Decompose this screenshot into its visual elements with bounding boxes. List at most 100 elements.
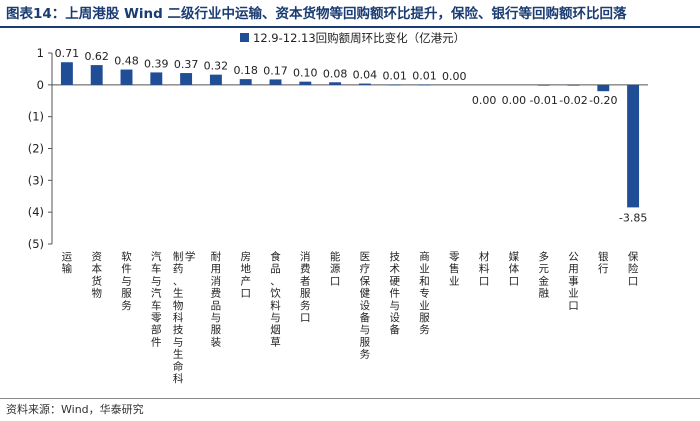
category-label-char: 术 <box>389 263 400 275</box>
category-label-char: 银 <box>598 250 609 263</box>
data-label: 0.39 <box>144 57 169 70</box>
category-label-char: 口 <box>330 275 341 287</box>
category-label: 资本货物 <box>91 251 102 300</box>
y-tick-label: (3) <box>28 173 44 187</box>
bar <box>60 62 73 85</box>
data-label: 0.08 <box>323 67 348 80</box>
category-label-char: 汽 <box>151 250 162 263</box>
category-label-char: 元 <box>538 263 549 275</box>
bar <box>537 84 550 86</box>
category-label-char: 口 <box>509 275 520 287</box>
category-label-char: 服 <box>300 288 311 300</box>
category-label-char: 命 <box>173 360 184 373</box>
category-label-char: 用 <box>568 263 579 275</box>
category-label-char: 体 <box>509 263 520 275</box>
data-label: -3.85 <box>619 211 647 224</box>
category-label-char: 材 <box>479 250 490 263</box>
data-labels: 0.71 0.62 0.48 0.39 0.37 0.32 0.18 0.17 0.10 0.08… <box>55 47 648 224</box>
bar <box>358 83 371 85</box>
category-label-char: 消 <box>300 250 311 263</box>
category-label-char: 保 <box>628 250 639 263</box>
bar-chart: 12.9-12.13回购额周环比变化（亿港元） 1 0 (1) (2) (3) (4) (5… <box>28 31 648 385</box>
category-label-char: 业 <box>419 263 430 275</box>
bar <box>90 65 103 85</box>
category-label-char: 技 <box>389 250 400 263</box>
bar <box>150 72 163 85</box>
bar <box>388 84 401 86</box>
data-label: -0.20 <box>589 94 617 107</box>
bar <box>299 81 312 85</box>
y-tick-label: (5) <box>28 237 44 251</box>
category-label-char: 烟 <box>270 323 281 336</box>
category-label-char: 服 <box>360 336 371 348</box>
category-label: 零售业 <box>449 251 460 287</box>
category-label: 材料口 <box>479 250 490 287</box>
bar <box>239 79 252 85</box>
bar <box>209 74 222 85</box>
category-label-char: 制 <box>173 250 184 263</box>
data-label: 0.37 <box>174 58 199 71</box>
category-label-char: 与 <box>173 336 184 348</box>
bar <box>329 82 342 85</box>
category-label: 运输 <box>62 251 73 275</box>
data-label: 0.18 <box>233 64 258 77</box>
category-label-char: 技 <box>173 323 184 336</box>
category-label-char: 科 <box>173 311 184 324</box>
bar <box>180 73 193 85</box>
category-label-char: 口 <box>628 275 639 287</box>
data-label: 0.71 <box>55 47 80 60</box>
category-label-char: 商 <box>419 250 430 263</box>
bar <box>418 84 431 86</box>
category-label-char: 设 <box>360 300 371 312</box>
data-label: -0.02 <box>559 94 587 107</box>
chart-title: 图表14：上周港股 Wind 二级行业中运输、资本货物等回购额环比提升，保险、银… <box>6 6 627 22</box>
data-label: 0.10 <box>293 67 318 80</box>
category-label-char: 能 <box>330 250 341 263</box>
category-label-char: 耐 <box>211 250 222 263</box>
category-label-char: 资 <box>91 251 102 263</box>
bar <box>120 69 133 85</box>
category-label-char: 业 <box>419 300 430 312</box>
y-tick-label: (4) <box>28 205 44 219</box>
data-label: 0.48 <box>114 55 139 68</box>
legend-label: 12.9-12.13回购额周环比变化（亿港元） <box>253 31 465 45</box>
bar <box>597 84 610 92</box>
category-label-char: 融 <box>538 288 549 300</box>
data-label: 0.62 <box>84 50 109 63</box>
y-tick-label: (1) <box>28 110 44 124</box>
category-label-char: 零 <box>151 312 162 324</box>
category-label-char: 货 <box>91 274 102 287</box>
category-label-char: 物 <box>91 287 102 300</box>
bar <box>269 79 282 85</box>
category-label-char: 医 <box>360 251 371 263</box>
category-label-char: 车 <box>151 299 162 312</box>
category-label-char: 口 <box>568 300 579 312</box>
category-label-char: 服 <box>121 288 132 300</box>
category-label-char: 和 <box>419 275 430 287</box>
category-label-char: 业 <box>449 275 460 287</box>
category-label-char: 、 <box>270 275 281 287</box>
category-label-char: 务 <box>300 299 311 312</box>
category-label-char: 物 <box>173 299 184 312</box>
category-label-char: 料 <box>270 299 281 312</box>
category-label-char: 口 <box>479 275 490 287</box>
category-label-char: 公 <box>568 251 579 263</box>
data-label: 0.04 <box>353 69 378 82</box>
category-label-char: 软 <box>121 250 132 263</box>
bar <box>627 84 640 208</box>
y-tick-label: 1 <box>37 46 44 60</box>
data-label: 0.00 <box>502 94 527 107</box>
category-label-char: 备 <box>389 323 400 336</box>
category-label-char: 业 <box>568 288 579 300</box>
data-label: -0.01 <box>529 94 557 107</box>
category-label-char: 产 <box>240 274 251 287</box>
legend: 12.9-12.13回购额周环比变化（亿港元） <box>240 31 465 45</box>
title-divider <box>0 26 700 28</box>
data-label: 0.00 <box>472 94 497 107</box>
